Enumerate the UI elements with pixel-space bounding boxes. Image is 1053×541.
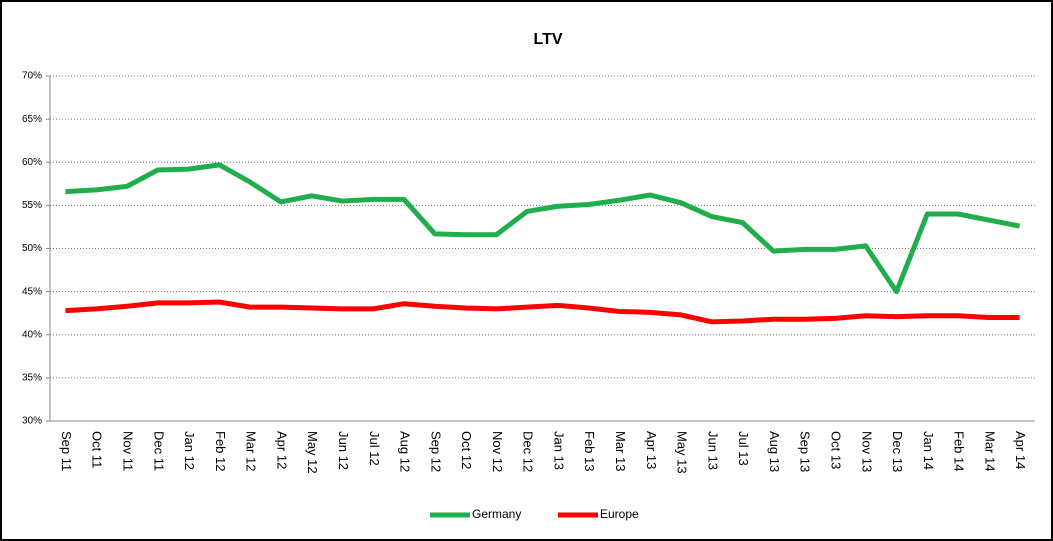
x-tick-label: Aug 13 — [767, 431, 782, 472]
x-tick-label: Feb 12 — [213, 431, 228, 471]
y-tick-label: 65% — [22, 114, 42, 125]
x-tick-label: Dec 11 — [151, 431, 166, 471]
y-tick-label: 40% — [22, 329, 42, 340]
x-tick-label: Aug 12 — [398, 431, 413, 472]
x-tick-label: Oct 12 — [459, 431, 474, 469]
x-tick-label: Sep 11 — [59, 431, 74, 471]
chart-title: LTV — [533, 31, 562, 48]
x-tick-label: Dec 13 — [890, 431, 905, 472]
x-tick-label: Apr 12 — [274, 431, 289, 469]
series-line — [65, 162, 1021, 295]
y-tick-label: 55% — [22, 200, 42, 211]
x-tick-label: Sep 13 — [798, 431, 813, 472]
legend-label: Europe — [600, 507, 639, 521]
x-tick-label: Sep 12 — [428, 431, 443, 472]
x-tick-label: Feb 14 — [952, 431, 967, 471]
x-tick-label: Apr 14 — [1013, 431, 1028, 469]
x-tick-label: Jul 13 — [736, 431, 751, 466]
x-tick-label: Feb 13 — [582, 431, 597, 471]
x-tick-label: Jul 12 — [367, 431, 382, 466]
x-tick-label: Jan 12 — [182, 431, 197, 470]
x-tick-label: Jan 14 — [921, 431, 936, 470]
x-tick-label: Jun 12 — [336, 431, 351, 470]
x-tick-label: Mar 12 — [244, 431, 259, 471]
x-tick-label: Jun 13 — [705, 431, 720, 470]
x-tick-label: May 13 — [675, 431, 690, 474]
x-tick-label: Jan 13 — [551, 431, 566, 470]
x-tick-label: Nov 11 — [121, 431, 136, 471]
series-line — [65, 299, 1020, 325]
x-tick-label: Oct 13 — [828, 431, 843, 469]
y-tick-label: 70% — [22, 71, 42, 82]
y-tick-label: 35% — [22, 373, 42, 384]
legend-label: Germany — [472, 507, 521, 521]
x-tick-label: Apr 13 — [644, 431, 659, 469]
y-tick-label: 50% — [22, 243, 42, 254]
y-tick-label: 60% — [22, 157, 42, 168]
x-tick-label: Oct 11 — [90, 431, 105, 468]
x-tick-label: Mar 14 — [982, 431, 997, 471]
x-tick-label: Dec 12 — [521, 431, 536, 472]
x-tick-label: May 12 — [305, 431, 320, 474]
y-tick-label: 30% — [22, 416, 42, 427]
x-tick-label: Nov 12 — [490, 431, 505, 472]
x-tick-label: Mar 13 — [613, 431, 628, 471]
y-tick-label: 45% — [22, 286, 42, 297]
x-tick-label: Nov 13 — [859, 431, 874, 472]
